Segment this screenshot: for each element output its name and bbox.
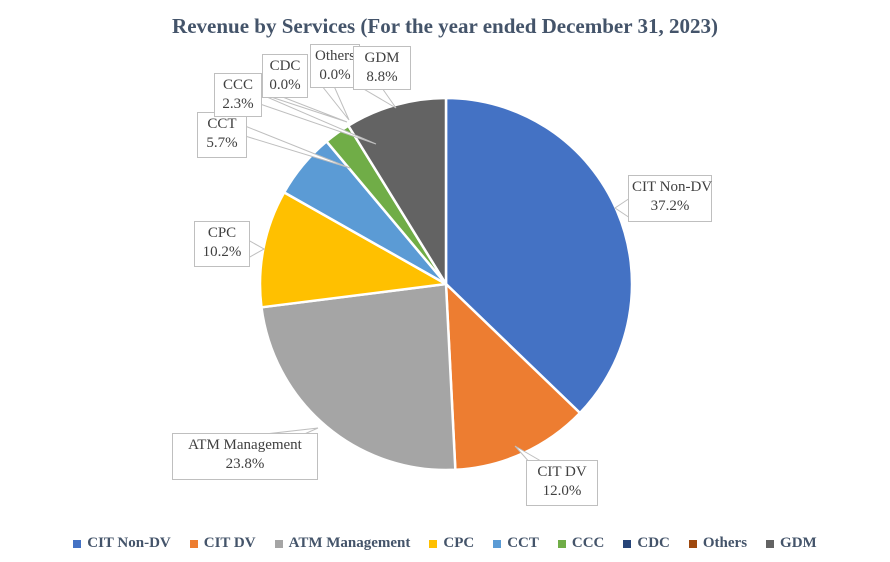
legend-item-cpc: CPC (429, 535, 474, 552)
callout-atm-management: ATM Management 23.8% (172, 433, 318, 480)
callout-others-label: Others (315, 48, 355, 64)
legend-label-cit-dv: CIT DV (203, 535, 256, 551)
callout-cit-non-dv-label: CIT Non-DV (632, 179, 713, 195)
callout-ccc-value: 2.3% (222, 96, 254, 112)
pie-slice-atm-management (260, 282, 457, 472)
legend-label-cpc: CPC (443, 535, 475, 551)
callout-ccc: CCC 2.3% (214, 73, 262, 117)
callout-cct-value: 5.7% (206, 135, 238, 151)
legend-marker-cit-dv (189, 539, 198, 548)
legend-label-others: Others (702, 535, 748, 551)
callout-cit-dv: CIT DV 12.0% (526, 460, 598, 506)
legend-marker-cpc (429, 539, 438, 548)
legend-item-cct: CCT (493, 535, 539, 552)
callout-cdc-value: 0.0% (269, 77, 301, 93)
callout-cct-label: CCT (207, 116, 237, 132)
legend-item-ccc: CCC (557, 535, 605, 552)
callout-others-value: 0.0% (319, 67, 351, 83)
callout-cit-non-dv-value: 37.2% (650, 198, 690, 214)
callout-cit-dv-label: CIT DV (537, 464, 587, 480)
legend-item-atm-management: ATM Management (274, 535, 411, 552)
legend-marker-cct (493, 539, 502, 548)
legend-label-atm-management: ATM Management (288, 535, 411, 551)
legend-label-cit-non-dv: CIT Non-DV (87, 535, 171, 551)
legend-marker-ccc (557, 539, 566, 548)
legend-label-ccc: CCC (571, 535, 605, 551)
legend-label-gdm: GDM (780, 535, 817, 551)
callout-cdc-label: CDC (269, 58, 301, 74)
legend-marker-cit-non-dv (73, 539, 82, 548)
pie-slice-cpc (258, 191, 448, 309)
legend-label-cdc: CDC (637, 535, 670, 551)
callout-ccc-label: CCC (222, 77, 253, 93)
chart-legend: CIT Non-DV CIT DV ATM Management CPC CCT CCC C… (0, 535, 890, 552)
chart-title: Revenue by Services (For the year ended … (172, 14, 718, 38)
pie-slice-cit-non-dv (444, 96, 634, 415)
pie-slices (258, 96, 634, 472)
callout-gdm: GDM 8.8% (353, 46, 411, 90)
callout-atm-label: ATM Management (188, 437, 302, 453)
callout-gdm-label: GDM (364, 50, 400, 66)
callout-cit-dv-value: 12.0% (542, 483, 582, 499)
callout-gdm-value: 8.8% (366, 69, 398, 85)
legend-marker-atm-management (274, 539, 283, 548)
legend-item-gdm: GDM (766, 535, 817, 552)
callout-others: Others 0.0% (310, 44, 360, 88)
legend-marker-gdm (766, 539, 775, 548)
legend-item-cdc: CDC (623, 535, 670, 552)
callout-cpc-label: CPC (207, 225, 237, 241)
callout-cdc: CDC 0.0% (262, 54, 308, 98)
callout-cit-non-dv: CIT Non-DV 37.2% (628, 175, 712, 222)
callout-cct: CCT 5.7% (197, 112, 247, 158)
legend-item-cit-non-dv: CIT Non-DV (73, 535, 171, 552)
legend-marker-others (688, 539, 697, 548)
legend-label-cct: CCT (507, 535, 539, 551)
callout-cpc-value: 10.2% (202, 244, 242, 260)
pie-slice-gdm (347, 96, 448, 286)
legend-marker-cdc (623, 539, 632, 548)
callout-cpc: CPC 10.2% (194, 221, 250, 267)
callout-pointer-gdm (360, 87, 397, 109)
legend-item-others: Others (688, 535, 748, 552)
legend-item-cit-dv: CIT DV (189, 535, 256, 552)
callout-atm-value: 23.8% (225, 456, 265, 472)
